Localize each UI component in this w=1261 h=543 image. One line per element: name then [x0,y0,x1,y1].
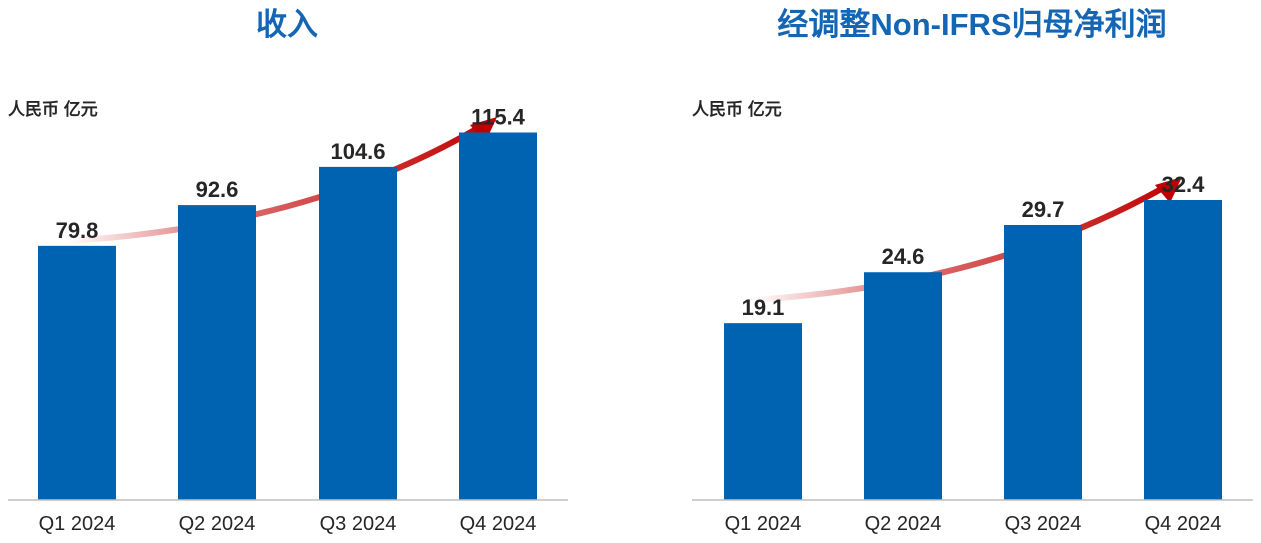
x-tick-label: Q4 2024 [1145,513,1222,535]
unit-label: 人民币 亿元 [692,99,782,119]
data-label: 104.6 [330,139,385,164]
x-tick-label: Q3 2024 [320,513,397,535]
bar-q3-2024 [1004,225,1082,500]
bar-q4-2024 [1144,200,1222,500]
x-tick-label: Q2 2024 [179,513,256,535]
bar-q3-2024 [319,166,397,501]
bar-q4-2024 [459,132,537,500]
x-tick-label: Q4 2024 [460,513,537,535]
revenue-chart: 收入 人民币 亿元 79.8 Q1 2024 92.6 Q2 2024 104.6 Q3 … [8,7,568,535]
trend-arrow [749,177,1182,303]
data-label: 79.8 [56,218,99,243]
data-label: 32.4 [1162,172,1206,197]
bar-q1-2024 [38,245,116,500]
data-label: 29.7 [1022,197,1065,222]
bar-q1-2024 [724,323,802,500]
adjusted-net-profit-chart: 经调整Non-IFRS归母净利润 人民币 亿元 19.1 Q1 2024 24.6 Q… [692,7,1253,535]
bar-q2-2024 [178,205,256,501]
data-label: 24.6 [882,244,925,269]
x-tick-label: Q3 2024 [1005,513,1082,535]
bars-group: 19.1 Q1 2024 24.6 Q2 2024 29.7 Q3 2024 32.4 Q4 … [724,172,1222,535]
x-tick-label: Q1 2024 [725,513,802,535]
bars-group: 79.8 Q1 2024 92.6 Q2 2024 104.6 Q3 2024 115.4 Q… [38,104,537,535]
data-label: 19.1 [742,295,785,320]
bar-q2-2024 [864,272,942,500]
data-label: 115.4 [471,104,526,129]
unit-label: 人民币 亿元 [8,99,98,119]
x-tick-label: Q2 2024 [865,513,942,535]
chart-title: 经调整Non-IFRS归母净利润 [777,7,1166,42]
x-tick-label: Q1 2024 [39,513,116,535]
data-label: 92.6 [196,177,239,202]
chart-title: 收入 [256,7,318,42]
trend-arrow [65,117,497,244]
